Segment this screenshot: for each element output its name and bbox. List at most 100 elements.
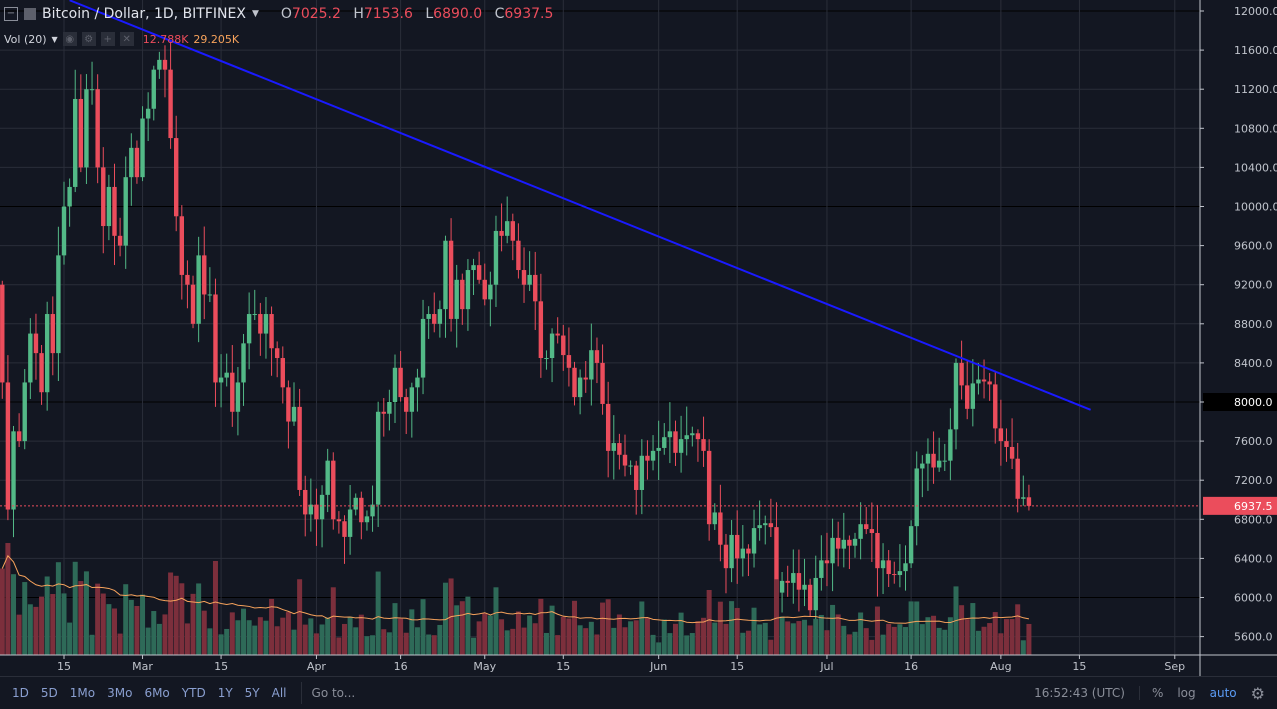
time-tick-label: Jul xyxy=(819,660,833,673)
close-icon[interactable]: ✕ xyxy=(119,32,134,46)
auto-toggle[interactable]: auto xyxy=(1209,686,1237,700)
volume-bar xyxy=(981,626,987,655)
range-ytd[interactable]: YTD xyxy=(181,686,206,700)
volume-legend: Vol (20) ▼ ◉ ⚙ + ✕ 12.788K 29.205K xyxy=(4,32,239,46)
volume-bar xyxy=(179,583,185,655)
candle-body xyxy=(392,367,398,402)
candle-body xyxy=(965,385,970,409)
candle-body xyxy=(426,314,431,319)
close-label: C xyxy=(494,6,505,22)
volume-bar xyxy=(959,605,965,655)
volume-bar xyxy=(274,626,280,655)
volume-bar xyxy=(431,635,437,655)
candle-body xyxy=(437,309,443,324)
volume-bars xyxy=(0,543,1032,655)
candle-body xyxy=(1026,497,1032,506)
candle-body xyxy=(751,528,757,554)
volume-bar xyxy=(835,614,841,655)
candle-body xyxy=(656,447,661,451)
settings-gear-icon[interactable]: ⚙ xyxy=(1250,683,1265,703)
volume-bar xyxy=(442,582,448,655)
eye-icon[interactable]: ◉ xyxy=(62,32,77,46)
plus-icon[interactable]: + xyxy=(100,32,115,46)
time-tick-label: 16 xyxy=(904,660,918,673)
candle-body xyxy=(230,372,235,412)
volume-bar xyxy=(852,631,858,655)
volume-bar xyxy=(919,624,925,655)
candle-body xyxy=(746,548,751,554)
goto-button[interactable]: Go to... xyxy=(311,686,356,700)
candle-body xyxy=(224,372,229,378)
range-5d[interactable]: 5D xyxy=(40,686,58,700)
candle-body xyxy=(460,279,465,310)
volume-bar xyxy=(588,621,594,655)
price-chart[interactable]: 12000.0 11600.0 11200.0 10800.0 10400.0 10000… xyxy=(0,0,1277,676)
candle-body xyxy=(869,529,875,533)
range-all[interactable]: All xyxy=(271,686,287,700)
volume-bar xyxy=(672,623,678,655)
candle-body xyxy=(953,362,959,430)
collapse-icon[interactable]: − xyxy=(4,7,18,21)
candle-body xyxy=(813,577,818,611)
percent-toggle[interactable]: % xyxy=(1138,686,1163,700)
candle-body xyxy=(11,431,16,510)
time-tick-label: May xyxy=(473,660,496,673)
candle-body xyxy=(892,574,897,576)
candle-body xyxy=(920,463,925,469)
candle-body xyxy=(701,439,706,451)
volume-bar xyxy=(117,633,123,655)
open-label: O xyxy=(280,6,292,22)
candle-body xyxy=(897,571,903,576)
candle-body xyxy=(448,240,454,319)
range-1mo[interactable]: 1Mo xyxy=(69,686,96,700)
volume-bar xyxy=(398,618,404,655)
volume-bar xyxy=(762,622,768,655)
candle-body xyxy=(16,431,22,442)
divider xyxy=(300,682,302,704)
volume-bar xyxy=(386,632,392,655)
candle-body xyxy=(359,497,364,523)
volume-bar xyxy=(246,620,252,655)
candle-body xyxy=(493,230,499,285)
gear-icon[interactable]: ⚙ xyxy=(81,32,96,46)
candle-body xyxy=(835,537,841,549)
range-1d[interactable]: 1D xyxy=(12,686,29,700)
candle-body xyxy=(381,411,386,414)
candle-body xyxy=(628,465,633,467)
candle-body xyxy=(0,284,5,383)
chevron-down-icon[interactable]: ▼ xyxy=(251,9,259,19)
volume-bar xyxy=(336,637,342,655)
volume-bar xyxy=(465,596,471,655)
volume-bar xyxy=(493,587,499,655)
volume-bar xyxy=(16,614,22,655)
candle-body xyxy=(577,377,583,398)
range-3mo[interactable]: 3Mo xyxy=(107,686,133,700)
candle-body xyxy=(779,580,785,593)
candle-body xyxy=(370,504,375,517)
candle-body xyxy=(303,489,308,515)
open-value: 7025.2 xyxy=(291,6,341,22)
chevron-down-icon[interactable]: ▼ xyxy=(51,34,58,44)
symbol-title[interactable]: Bitcoin / Dollar, 1D, BITFINEX xyxy=(42,6,246,22)
volume-bar xyxy=(701,617,707,655)
volume-bar xyxy=(992,612,998,655)
candle-body xyxy=(78,98,84,168)
volume-label[interactable]: Vol (20) xyxy=(4,32,47,46)
volume-bar xyxy=(342,623,347,655)
volume-bar xyxy=(734,607,740,655)
volume-bar xyxy=(936,627,942,655)
range-6mo[interactable]: 6Mo xyxy=(144,686,170,700)
range-1y[interactable]: 1Y xyxy=(217,686,233,700)
volume-bar xyxy=(207,628,213,655)
candle-body xyxy=(639,455,645,490)
volume-bar xyxy=(347,616,353,655)
volume-bar xyxy=(235,620,241,655)
volume-bar xyxy=(639,601,645,655)
volume-bar xyxy=(538,598,544,655)
log-toggle[interactable]: log xyxy=(1177,686,1196,700)
candle-body xyxy=(297,406,302,490)
range-5y[interactable]: 5Y xyxy=(244,686,260,700)
volume-bar xyxy=(863,628,869,655)
candle-body xyxy=(331,460,336,520)
volume-bar xyxy=(543,632,549,655)
